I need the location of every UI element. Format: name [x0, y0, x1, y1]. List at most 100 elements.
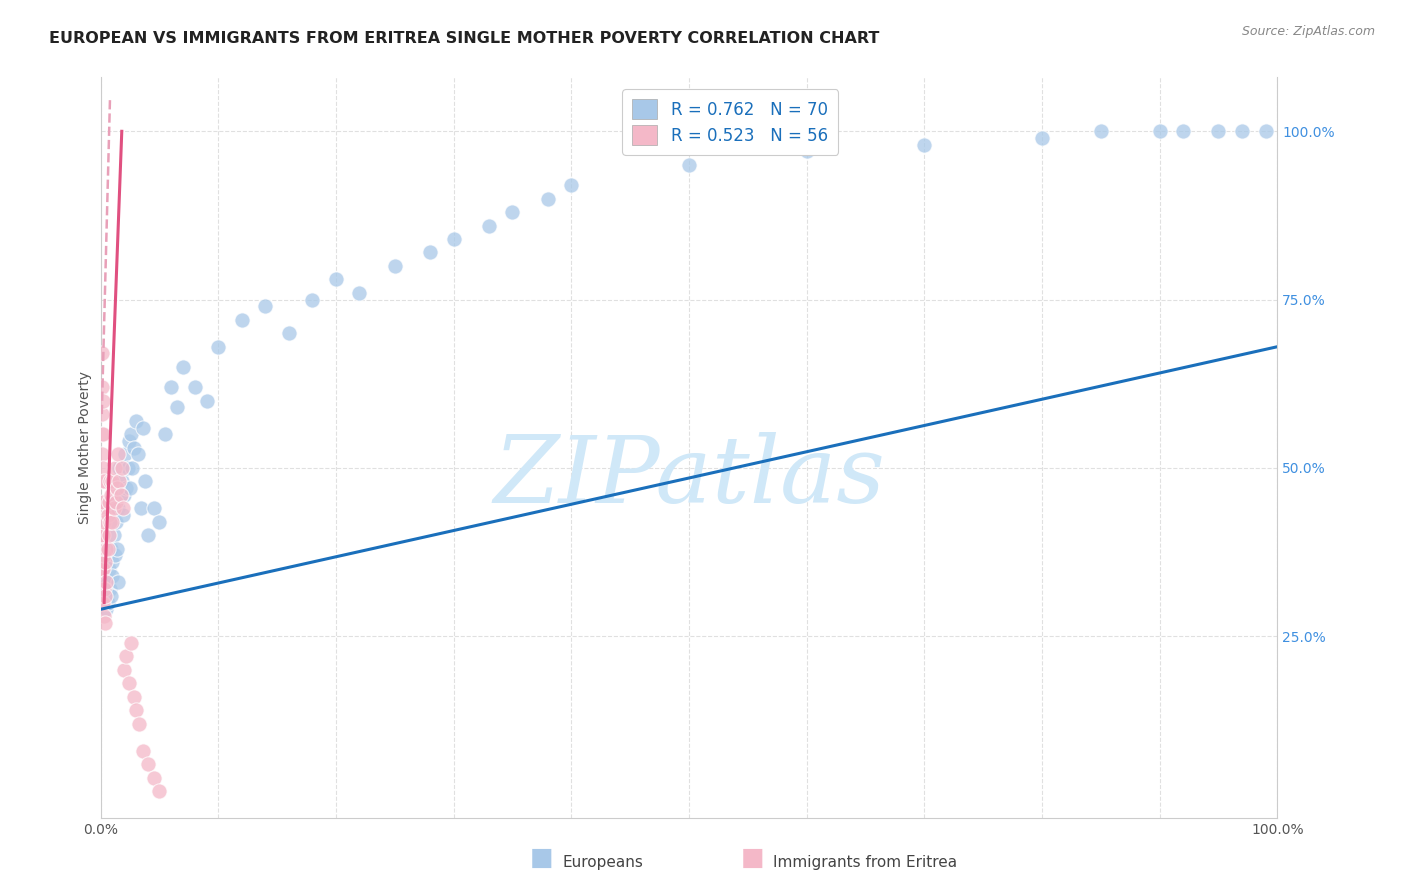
Point	[93, 515, 115, 529]
Point	[90, 407, 112, 421]
Point	[125, 414, 148, 428]
Legend: R = 0.762   N = 70, R = 0.523   N = 56: R = 0.762 N = 70, R = 0.523 N = 56	[623, 89, 838, 154]
Point	[107, 501, 129, 516]
Text: ZIPatlas: ZIPatlas	[494, 433, 884, 523]
Point	[105, 541, 128, 556]
Point	[349, 285, 371, 300]
Point	[105, 481, 128, 495]
Point	[94, 589, 117, 603]
Point	[1208, 124, 1230, 138]
Point	[184, 380, 207, 394]
Point	[91, 427, 114, 442]
Point	[678, 158, 700, 172]
Point	[107, 447, 129, 461]
Point	[277, 326, 299, 341]
Point	[91, 528, 114, 542]
Point	[93, 549, 115, 563]
Point	[166, 401, 188, 415]
Point	[90, 562, 112, 576]
Point	[97, 596, 120, 610]
Point	[103, 501, 125, 516]
Text: Europeans: Europeans	[562, 855, 644, 870]
Point	[118, 481, 141, 495]
Point	[93, 596, 115, 610]
Point	[195, 393, 218, 408]
Point	[101, 515, 124, 529]
Point	[172, 359, 194, 374]
Point	[384, 259, 406, 273]
Point	[112, 488, 135, 502]
Point	[121, 461, 143, 475]
Point	[111, 475, 134, 489]
Point	[560, 178, 582, 193]
Point	[96, 602, 118, 616]
Point	[254, 299, 277, 313]
Point	[90, 596, 112, 610]
Point	[1090, 124, 1112, 138]
Text: ■: ■	[530, 846, 553, 870]
Point	[91, 562, 114, 576]
Point	[91, 494, 114, 508]
Point	[101, 568, 124, 582]
Point	[129, 501, 152, 516]
Point	[104, 549, 127, 563]
Point	[1254, 124, 1277, 138]
Point	[419, 245, 441, 260]
Text: Source: ZipAtlas.com: Source: ZipAtlas.com	[1241, 25, 1375, 38]
Point	[97, 562, 120, 576]
Point	[98, 582, 121, 596]
Point	[325, 272, 347, 286]
Text: EUROPEAN VS IMMIGRANTS FROM ERITREA SINGLE MOTHER POVERTY CORRELATION CHART: EUROPEAN VS IMMIGRANTS FROM ERITREA SING…	[49, 31, 880, 46]
Point	[127, 447, 149, 461]
Point	[110, 488, 132, 502]
Point	[110, 488, 132, 502]
Point	[1149, 124, 1171, 138]
Point	[537, 192, 560, 206]
Point	[207, 340, 229, 354]
Point	[912, 137, 935, 152]
Point	[97, 508, 120, 522]
Point	[98, 515, 121, 529]
Point	[115, 649, 138, 664]
Point	[90, 475, 112, 489]
Point	[93, 582, 115, 596]
Point	[132, 744, 155, 758]
Point	[101, 555, 124, 569]
Point	[122, 690, 145, 704]
Point	[91, 393, 114, 408]
Point	[155, 427, 177, 442]
Point	[108, 461, 131, 475]
Point	[97, 575, 120, 590]
Point	[111, 508, 134, 522]
Point	[136, 757, 159, 772]
Point	[107, 575, 129, 590]
Point	[120, 427, 142, 442]
Point	[91, 461, 114, 475]
Point	[160, 380, 183, 394]
Point	[96, 541, 118, 556]
Point	[98, 475, 121, 489]
Point	[97, 494, 120, 508]
Y-axis label: Single Mother Poverty: Single Mother Poverty	[79, 371, 93, 524]
Point	[114, 447, 136, 461]
Point	[104, 494, 127, 508]
Point	[1171, 124, 1194, 138]
Point	[132, 420, 155, 434]
Point	[96, 582, 118, 596]
Text: ■: ■	[741, 846, 763, 870]
Point	[122, 441, 145, 455]
Point	[108, 475, 131, 489]
Point	[100, 589, 122, 603]
Point	[118, 434, 141, 448]
Point	[443, 232, 465, 246]
Point	[231, 313, 253, 327]
Point	[100, 488, 122, 502]
Point	[90, 528, 112, 542]
Point	[112, 663, 135, 677]
Point	[97, 541, 120, 556]
Point	[120, 636, 142, 650]
Point	[91, 596, 114, 610]
Point	[142, 771, 165, 785]
Point	[104, 515, 127, 529]
Point	[142, 501, 165, 516]
